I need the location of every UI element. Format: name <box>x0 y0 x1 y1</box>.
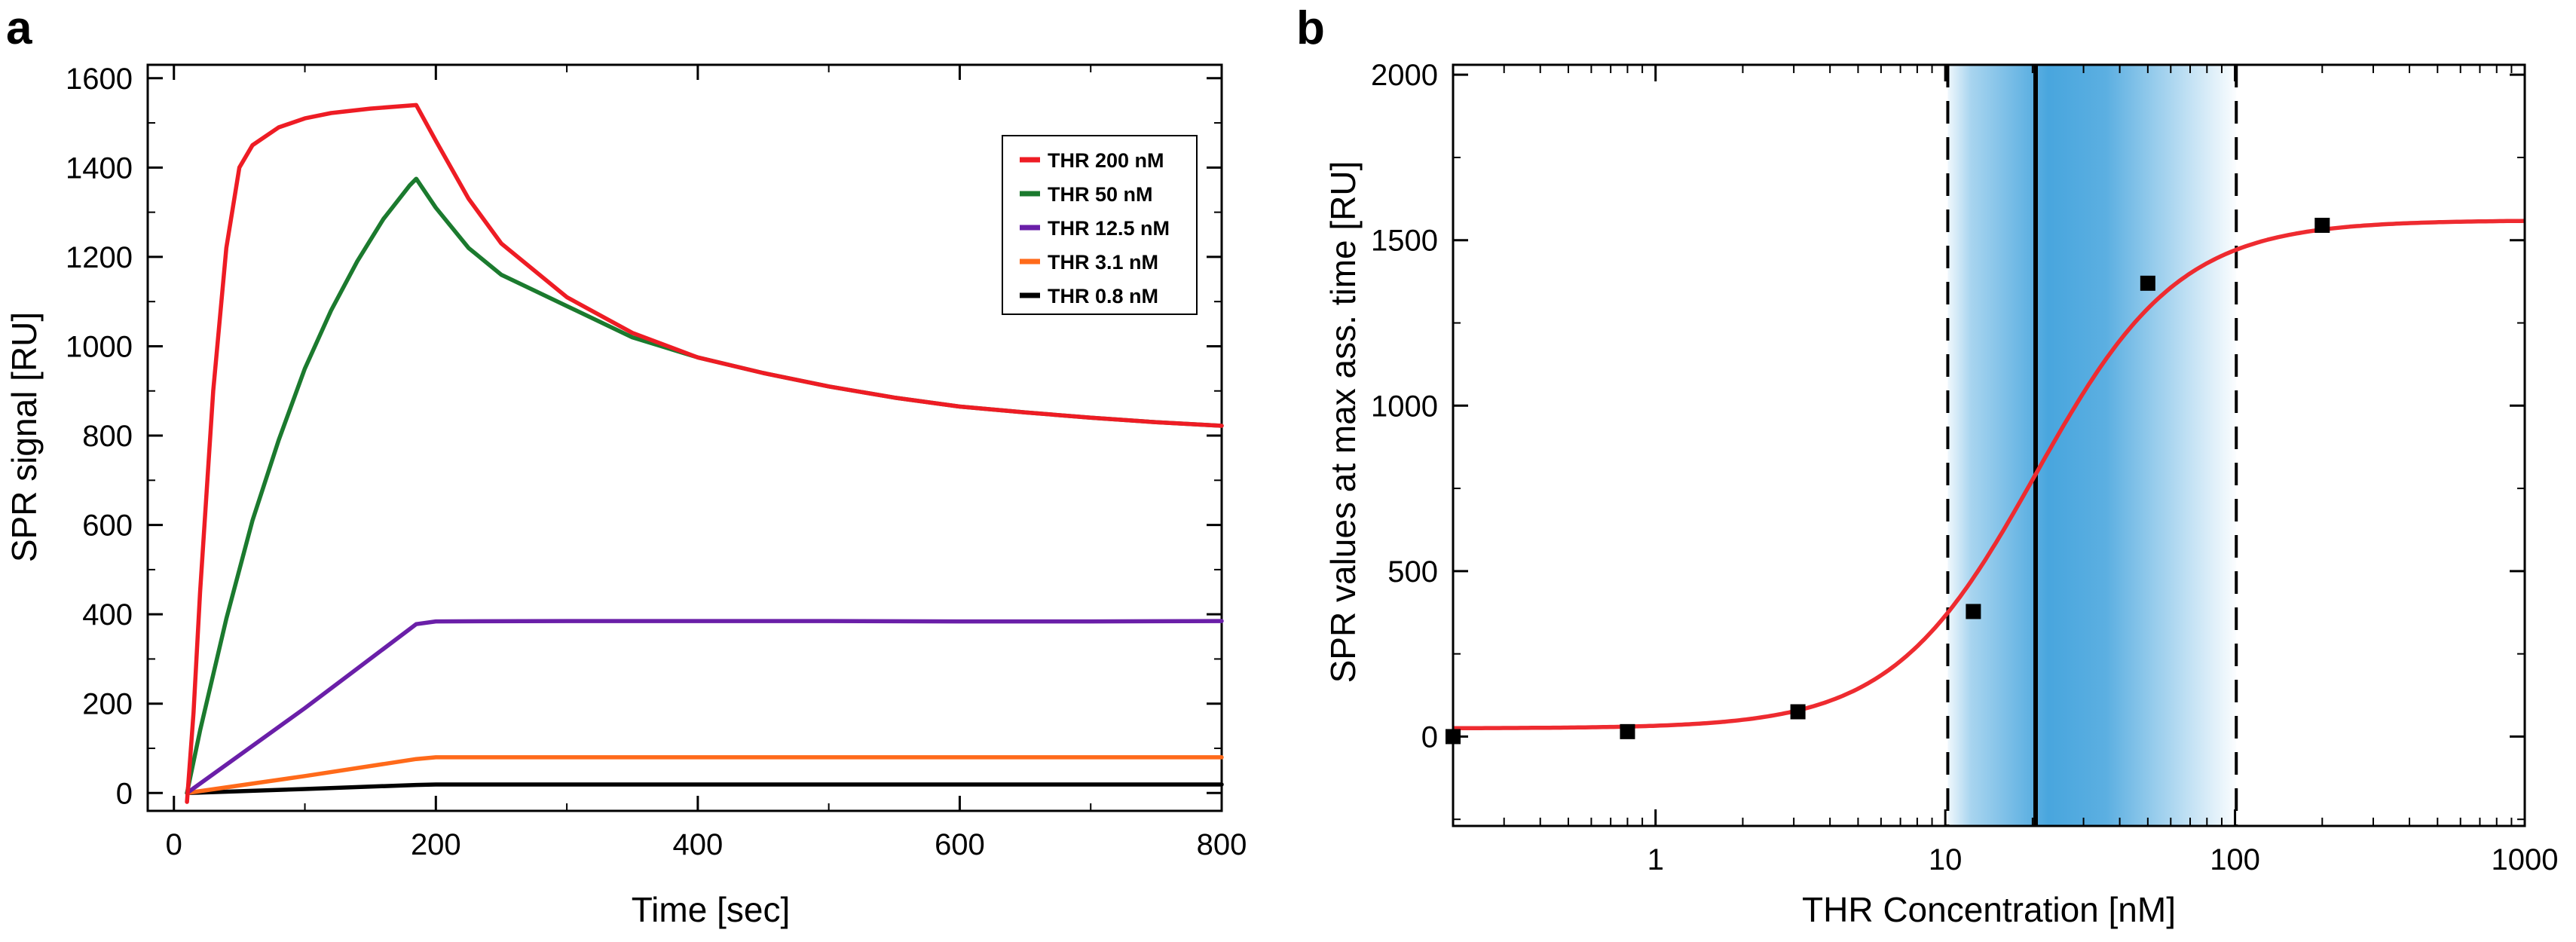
x-tick-label: 800 <box>1197 828 1247 861</box>
y-tick-label: 800 <box>82 420 133 453</box>
panel-b-y-tick-labels: 0 500 1000 1500 2000 <box>1371 59 1438 754</box>
y-tick-label: 1200 <box>66 241 133 274</box>
panel-b-x-axis-label: THR Concentration [nM] <box>1802 890 2176 929</box>
panel-b-axis-ticks <box>1453 65 2526 826</box>
x-tick-label: 0 <box>166 828 182 861</box>
series-line <box>185 619 1224 796</box>
panel-b: b 1 10 100 1000 0 500 1000 1500 2000 THR Concen… <box>1296 2 2558 929</box>
panel-b-ci-shading <box>1947 65 2237 826</box>
y-tick-label: 1500 <box>1371 225 1438 258</box>
legend-label: THR 0.8 nM <box>1048 285 1158 307</box>
legend-entries: THR 200 nM THR 50 nM THR 12.5 nM THR 3.1 nM… <box>1020 149 1170 307</box>
y-tick-label: 2000 <box>1371 59 1438 92</box>
x-tick-label: 1000 <box>2492 843 2559 876</box>
legend-label: THR 3.1 nM <box>1048 251 1158 274</box>
data-point <box>2140 275 2155 291</box>
y-tick-label: 1400 <box>66 151 133 185</box>
data-point <box>2314 217 2330 233</box>
panel-a-label: a <box>6 2 32 54</box>
panel-a-axis-ticks <box>148 65 1223 811</box>
y-tick-label: 500 <box>1387 555 1438 589</box>
panel-a-y-tick-labels: 0 200 400 600 800 1000 1200 1400 1600 <box>66 63 133 811</box>
y-tick-label: 1600 <box>66 63 133 96</box>
data-point <box>1790 704 1806 720</box>
y-tick-label: 400 <box>82 598 133 632</box>
panel-b-data-points <box>1446 217 2330 745</box>
panel-a-series <box>185 102 1224 804</box>
y-tick-label: 1000 <box>66 330 133 363</box>
y-tick-label: 600 <box>82 509 133 543</box>
panel-a-x-tick-labels: 0 200 400 600 800 <box>166 828 1247 861</box>
series-line <box>185 782 1224 796</box>
legend-label: THR 50 nM <box>1048 183 1153 206</box>
series-line <box>185 102 1224 804</box>
data-point <box>1966 604 1981 619</box>
panel-a-plot-area <box>146 63 1223 812</box>
panel-a-legend: THR 200 nM THR 50 nM THR 12.5 nM THR 3.1 nM… <box>1002 135 1198 315</box>
y-tick-label: 0 <box>116 777 133 810</box>
x-tick-label: 100 <box>2210 843 2260 876</box>
x-tick-label: 400 <box>673 828 724 861</box>
legend-label: THR 200 nM <box>1048 149 1164 172</box>
x-tick-label: 600 <box>935 828 985 861</box>
panel-b-y-axis-label: SPR values at max ass. time [RU] <box>1323 161 1363 684</box>
y-tick-label: 0 <box>1421 720 1438 754</box>
data-point <box>1620 723 1635 739</box>
panel-b-plot-area <box>1452 63 2526 827</box>
panel-a: a 0 200 400 600 800 0 200 400 600 800 1000 1200 140… <box>5 2 1247 929</box>
y-tick-label: 200 <box>82 688 133 721</box>
panel-b-reference-lines <box>1946 65 2238 826</box>
panel-b-label: b <box>1296 2 1325 54</box>
panel-a-y-axis-label: SPR signal [RU] <box>5 312 44 562</box>
x-tick-label: 200 <box>411 828 461 861</box>
legend-label: THR 12.5 nM <box>1048 217 1170 240</box>
series-line <box>185 755 1224 796</box>
ci-shaded-region <box>1947 65 2237 826</box>
x-tick-label: 10 <box>1929 843 1963 876</box>
x-tick-label: 1 <box>1647 843 1664 876</box>
y-tick-label: 1000 <box>1371 390 1438 423</box>
panel-a-x-axis-label: Time [sec] <box>632 890 790 929</box>
panel-b-x-tick-labels: 1 10 100 1000 <box>1647 843 2559 876</box>
